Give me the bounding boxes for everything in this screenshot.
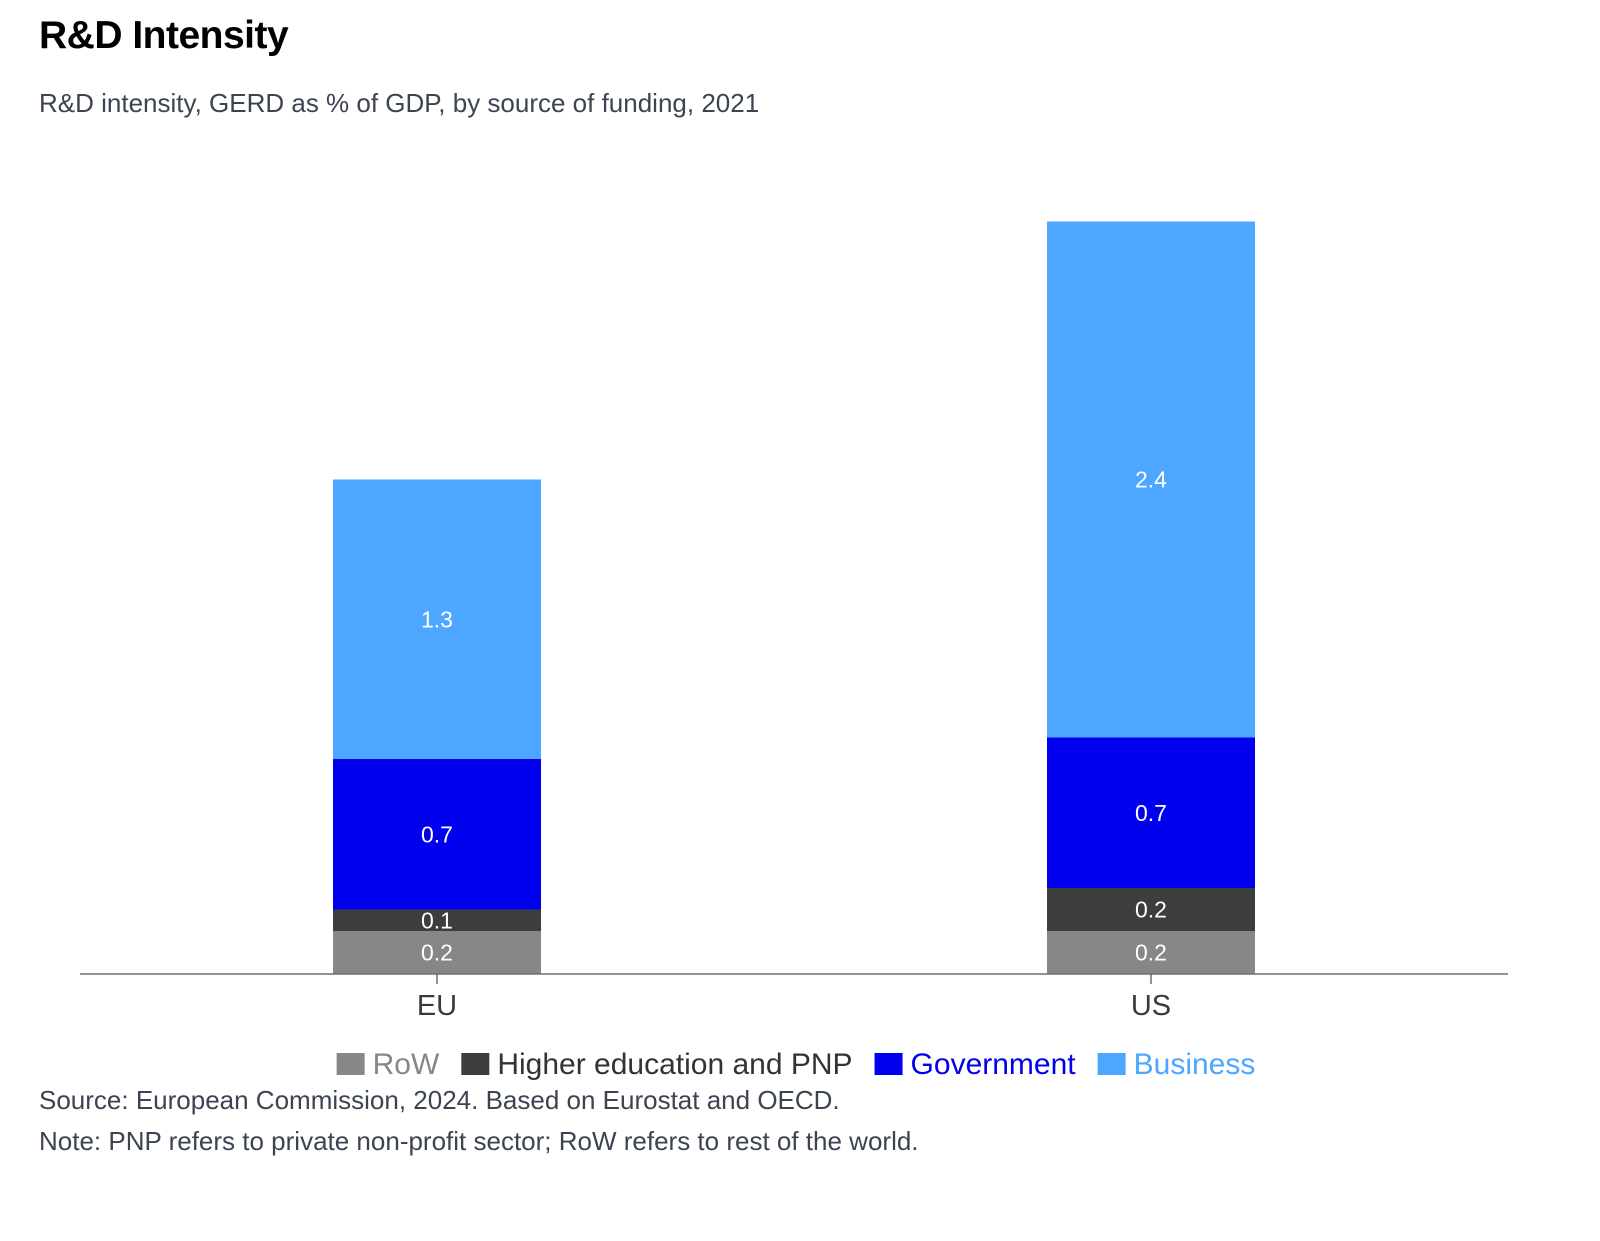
data-label-eu-government: 0.7 xyxy=(421,821,453,847)
legend-swatch-row xyxy=(336,1053,365,1075)
bar-segment-us-higher-education-and-pnp xyxy=(1047,888,1255,931)
source-note: Source: European Commission, 2024. Based… xyxy=(39,1085,840,1115)
legend-label-higher-education-and-pnp: Higher education and PNP xyxy=(497,1048,852,1081)
legend: RoW Higher education and PNP Government Bus… xyxy=(336,1048,1256,1081)
data-label-us-business: 2.4 xyxy=(1135,467,1167,493)
data-label-us-government: 0.7 xyxy=(1135,800,1167,826)
bar-segment-us-row xyxy=(1047,931,1255,974)
bar-segment-eu-government xyxy=(333,759,541,910)
bar-segment-us-government xyxy=(1047,737,1255,888)
bar-segment-eu-higher-education-and-pnp xyxy=(333,909,541,931)
bar-segment-us-business xyxy=(1047,221,1255,738)
footnote: Note: PNP refers to private non-profit s… xyxy=(39,1126,919,1156)
chart-title: R&D Intensity xyxy=(39,14,289,57)
data-label-us-row: 0.2 xyxy=(1135,940,1167,966)
data-label-us-higher-education-and-pnp: 0.2 xyxy=(1135,897,1167,923)
x-tick-label-us: US xyxy=(1131,990,1171,1022)
legend-swatch-higher-education-and-pnp xyxy=(461,1053,490,1075)
data-label-eu-business: 1.3 xyxy=(421,606,453,632)
bar-segment-eu-business xyxy=(333,479,541,759)
legend-swatch-business xyxy=(1097,1053,1126,1075)
data-label-eu-row: 0.2 xyxy=(421,940,453,966)
legend-label-row: RoW xyxy=(373,1048,440,1081)
legend-label-business: Business xyxy=(1134,1048,1256,1081)
bar-segment-eu-row xyxy=(333,931,541,974)
x-tick-label-eu: EU xyxy=(417,990,457,1022)
legend-swatch-government xyxy=(874,1053,903,1075)
bars-layer: 0.2 0.1 0.7 1.3 0.2 0.2 0.7 2.4 xyxy=(333,221,1255,974)
legend-label-government: Government xyxy=(911,1048,1077,1081)
chart-subtitle: R&D intensity, GERD as % of GDP, by sour… xyxy=(39,88,760,118)
x-axis-ticks: EU US xyxy=(417,974,1171,1022)
data-label-eu-higher-education-and-pnp: 0.1 xyxy=(421,907,453,933)
